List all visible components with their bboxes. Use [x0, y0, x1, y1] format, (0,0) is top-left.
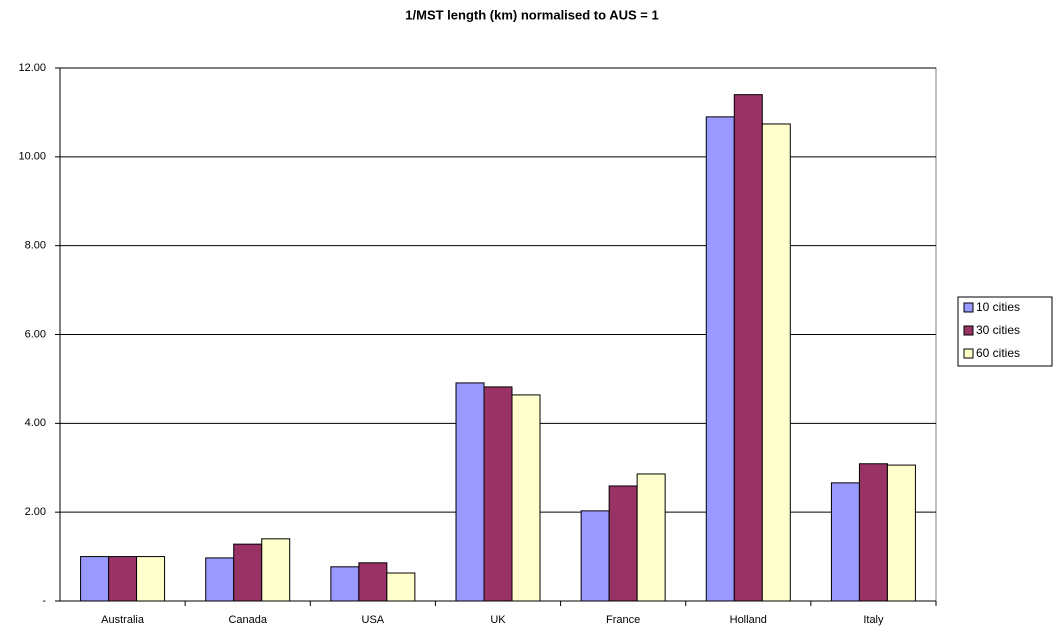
bar	[636, 473, 666, 602]
bar	[136, 556, 166, 602]
y-tick-label: 4.00	[25, 417, 46, 429]
bar	[386, 572, 416, 602]
y-tick-label: 6.00	[25, 328, 46, 340]
bar	[261, 538, 291, 602]
bar	[511, 394, 541, 602]
y-tick-label: -	[42, 595, 46, 607]
bar	[80, 556, 110, 602]
x-tick-label: Australia	[101, 614, 145, 626]
bar	[330, 566, 360, 602]
x-tick-label: Canada	[228, 614, 267, 626]
x-tick-label: USA	[362, 614, 385, 626]
legend-label: 30 cities	[976, 323, 1020, 337]
legend-swatch	[963, 325, 974, 336]
legend-swatch	[963, 348, 974, 359]
bar	[580, 510, 610, 602]
y-tick-label: 8.00	[25, 240, 46, 252]
bar	[108, 556, 138, 602]
bar	[858, 463, 888, 602]
legend-label: 60 cities	[976, 346, 1020, 360]
y-tick-label: 10.00	[18, 151, 46, 163]
bar	[358, 562, 388, 602]
bar	[761, 123, 791, 602]
bar	[886, 464, 916, 602]
legend-label: 10 cities	[976, 300, 1020, 314]
bar	[733, 94, 763, 602]
y-tick-label: 12.00	[18, 62, 46, 74]
bar	[608, 485, 638, 602]
x-tick-label: Holland	[730, 614, 767, 626]
x-tick-label: UK	[490, 614, 506, 626]
legend-box	[957, 296, 1053, 367]
x-tick-label: France	[606, 614, 640, 626]
bar	[233, 543, 263, 602]
legend-swatch	[963, 302, 974, 313]
bar	[705, 116, 735, 602]
bar	[830, 482, 860, 602]
bar	[483, 386, 513, 602]
bar	[455, 382, 485, 602]
y-tick-label: 2.00	[25, 506, 46, 518]
x-tick-label: Italy	[863, 614, 884, 626]
bar	[205, 557, 235, 602]
chart-title: 1/MST length (km) normalised to AUS = 1	[405, 7, 658, 22]
